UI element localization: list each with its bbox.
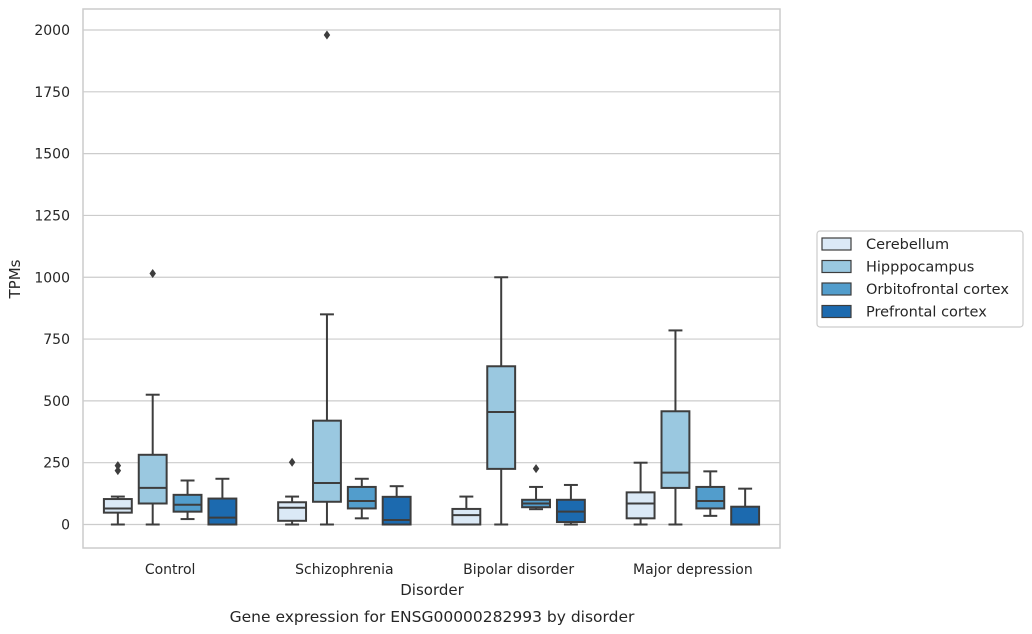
box-cerebellum-1: [277, 457, 308, 526]
box-prefrontal-cortex-2: [555, 483, 586, 526]
box-prefrontal-cortex-3: [730, 487, 761, 526]
outlier-point: [532, 464, 540, 474]
y-tick-label: 250: [43, 456, 70, 472]
outlier-point: [323, 30, 331, 40]
legend: Cerebellum Hipppocampus Orbitofrontal cort…: [816, 230, 1024, 328]
box-orbitofrontal-cortex-0: [172, 479, 203, 521]
box-iqr: [277, 501, 308, 522]
legend-swatch: [821, 304, 852, 319]
y-axis-ticks: 0 250 500 750 1000 1250 1500 1750 2000: [34, 23, 70, 533]
box-orbitofrontal-cortex-2: [521, 464, 551, 511]
box-iqr: [172, 493, 203, 513]
y-tick-label: 500: [43, 394, 70, 410]
box-iqr: [625, 491, 656, 520]
legend-label: Hipppocampus: [866, 260, 974, 276]
legend-swatch: [821, 237, 852, 251]
x-axis-label: Disorder: [400, 581, 464, 599]
legend-swatch: [821, 259, 852, 274]
x-axis-ticks: Control Schizophrenia Bipolar disorder Majo…: [145, 562, 753, 578]
outlier-point: [114, 461, 122, 471]
box-iqr: [486, 365, 517, 470]
legend-item: Prefrontal cortex: [821, 304, 987, 321]
box-iqr: [346, 485, 377, 510]
box-hipppocampus-0: [137, 269, 168, 526]
box-hipppocampus-1: [312, 30, 342, 526]
legend-label: Prefrontal cortex: [866, 305, 987, 321]
legend-item: Orbitofrontal cortex: [821, 282, 1009, 298]
box-prefrontal-cortex-0: [207, 477, 238, 526]
figure-caption: Gene expression for ENSG00000282993 by d…: [230, 608, 635, 626]
x-tick-label: Control: [145, 562, 196, 578]
box-orbitofrontal-cortex-1: [346, 477, 377, 520]
y-tick-label: 1500: [34, 147, 70, 163]
box-iqr: [660, 410, 691, 489]
box-iqr: [695, 485, 726, 510]
outlier-point: [149, 269, 156, 279]
box-prefrontal-cortex-1: [381, 485, 412, 526]
box-iqr: [451, 507, 482, 526]
box-iqr: [137, 453, 168, 505]
plot-frame: [82, 8, 781, 549]
box-cerebellum-0: [102, 461, 133, 526]
y-tick-label: 750: [43, 332, 70, 348]
y-tick-label: 2000: [34, 23, 70, 39]
plot-boxes: [102, 30, 761, 526]
y-tick-label: 1000: [34, 270, 70, 286]
legend-swatch: [821, 282, 852, 296]
legend-frame: [816, 230, 1024, 328]
box-hipppocampus-2: [486, 276, 517, 526]
y-tick-label: 1250: [34, 208, 70, 224]
box-iqr: [730, 505, 761, 526]
y-axis-label: TPMs: [6, 259, 24, 299]
box-hipppocampus-3: [660, 329, 691, 526]
x-tick-label: Schizophrenia: [295, 562, 393, 578]
legend-label: Cerebellum: [866, 237, 949, 253]
box-iqr: [102, 498, 133, 514]
box-iqr: [312, 419, 342, 503]
outlier-point: [288, 457, 296, 467]
legend-label: Orbitofrontal cortex: [866, 282, 1009, 298]
y-tick-label: 0: [61, 518, 70, 534]
gridlines: [83, 29, 780, 526]
legend-item: Hipppocampus: [821, 259, 974, 276]
box-iqr: [207, 497, 238, 526]
box-orbitofrontal-cortex-3: [695, 470, 726, 517]
y-tick-label: 1750: [34, 85, 70, 101]
box-cerebellum-2: [451, 495, 482, 526]
box-cerebellum-3: [625, 461, 656, 526]
legend-item: Cerebellum: [821, 237, 949, 253]
outlier-point: [114, 466, 122, 476]
x-tick-label: Major depression: [633, 562, 753, 578]
x-tick-label: Bipolar disorder: [463, 562, 574, 578]
